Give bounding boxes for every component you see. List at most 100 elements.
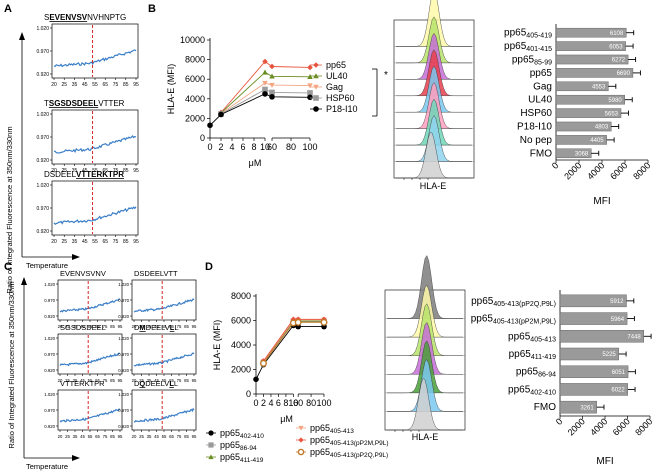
dose-x-tick-label: 4 xyxy=(229,142,234,152)
y-tick-label: 0.920 xyxy=(118,368,129,373)
panel-c-title-underlined: L xyxy=(169,379,174,388)
y-tick-label: 0.970 xyxy=(36,49,49,55)
dose-y-axis-label: HLA-E (MFI) xyxy=(212,320,222,371)
mfi-x-tick-label: 2000 xyxy=(562,160,583,181)
dose-data-point xyxy=(307,94,313,101)
mfi-category-base: pp65 xyxy=(504,41,527,52)
panel-a-title-underlined: EVENVSV xyxy=(49,13,87,22)
legend-label-base: pp65 xyxy=(220,452,240,462)
mfi-category-base: pp65 xyxy=(471,296,494,307)
panel-c-title-text: EVENVSVNV xyxy=(60,269,106,278)
mfi-x-tick-label: 4000 xyxy=(585,160,606,181)
dose-series-line xyxy=(220,82,311,114)
panel-c-plot-title: VTTERKTPR xyxy=(60,379,105,388)
x-tick-label: 95 xyxy=(192,324,197,329)
panel-a-plot-title: SEVENVSVNVHNPTG xyxy=(44,13,126,22)
legend-label: pp65405-413 xyxy=(310,423,354,435)
mfi-category-label: pp65405-413(pP2Q,P9L) xyxy=(471,296,556,308)
x-tick-label: 55 xyxy=(162,324,167,329)
x-tick-label: 35 xyxy=(73,434,78,439)
dose-data-point xyxy=(253,376,259,383)
x-tick-label: 55 xyxy=(88,378,93,383)
panel-c-title-plain: L xyxy=(174,323,178,332)
mfi-x-tick-label: 2000 xyxy=(566,416,587,437)
panel-c-x-axis-label: Temperature xyxy=(26,462,68,471)
melt-plot-frame xyxy=(51,180,139,236)
panel-letter-a: A xyxy=(4,3,12,15)
x-tick-label: 20 xyxy=(132,378,137,383)
y-tick-label: 0.970 xyxy=(44,352,55,357)
x-tick-label: 65 xyxy=(95,378,100,383)
mfi-bar-value: 5912 xyxy=(610,299,624,305)
mfi-category-subscript: 85-99 xyxy=(534,60,552,67)
x-tick-label: 75 xyxy=(103,324,108,329)
y-tick-label: 0.970 xyxy=(118,352,129,357)
mfi-d-x-axis-label: MFI xyxy=(596,456,613,467)
dose-y-tick-label: 2000 xyxy=(231,365,251,375)
mfi-category-base: pp65 xyxy=(530,68,553,79)
dose-y-axis-label: HLA-E (MFI) xyxy=(166,64,176,115)
mfi-category-label: FMO xyxy=(530,148,552,159)
y-tick-label: 1.020 xyxy=(44,282,55,287)
legend-label-subscript: 405-413 xyxy=(330,428,354,435)
x-tick-label: 35 xyxy=(73,324,78,329)
dose-x-tick-label: 60 xyxy=(267,142,277,152)
x-tick-label: 45 xyxy=(80,378,85,383)
x-tick-label: 65 xyxy=(95,324,100,329)
panel-b-flow-histograms xyxy=(393,0,475,180)
mfi-category-subscript: 402-410 xyxy=(530,389,556,396)
panel-b-mfi-bars: 0 2000 4000 6000 80006108pp65405-4196053pp65… xyxy=(504,24,652,207)
panel-c-plot-title: EVENVSVNV xyxy=(60,269,106,278)
mfi-category-base: pp65 xyxy=(508,384,531,395)
x-tick-label: 35 xyxy=(147,434,152,439)
x-tick-label: 85 xyxy=(123,168,129,174)
x-tick-label: 75 xyxy=(113,168,119,174)
x-tick-label: 85 xyxy=(110,434,115,439)
mfi-bar-value: 4553 xyxy=(592,85,606,91)
dose-y-tick-label: 10000 xyxy=(180,35,205,45)
panel-c-title-underlined: M xyxy=(139,323,145,332)
panel-c-title-plain: D xyxy=(134,323,140,332)
x-tick-label: 20 xyxy=(58,378,63,383)
mfi-category-base: pp65 xyxy=(504,28,527,39)
dose-y-tick-label: 6000 xyxy=(231,316,251,326)
x-tick-label: 85 xyxy=(123,82,129,88)
melt-curve xyxy=(59,352,121,367)
dose-x-tick-label: 2 xyxy=(218,142,223,152)
panel-c-title-plain: D xyxy=(134,379,140,388)
x-tick-label: 75 xyxy=(177,434,182,439)
x-tick-label: 55 xyxy=(162,434,167,439)
x-tick-label: 95 xyxy=(118,324,123,329)
mfi-bar-value: 5980 xyxy=(608,98,622,104)
x-tick-label: 55 xyxy=(92,239,98,245)
x-tick-label: 35 xyxy=(73,378,78,383)
flow-b-histogram xyxy=(396,132,472,179)
legend-label-subscript: 405-413(pP2Q,P9L) xyxy=(330,452,388,459)
legend-label: pp65402-410 xyxy=(220,428,264,440)
melt-plot-frame xyxy=(51,23,139,79)
mfi-b-x-axis-label: MFI xyxy=(593,196,610,207)
dose-x-tick-label: 8 xyxy=(283,398,288,408)
x-tick-label: 75 xyxy=(113,82,119,88)
flow-d-histogram xyxy=(387,377,463,431)
melt-curve xyxy=(53,49,137,68)
legend-label-base: pp65 xyxy=(310,435,330,445)
dose-data-point xyxy=(262,69,268,75)
dose-data-point xyxy=(307,83,313,89)
mfi-bar-value: 3068 xyxy=(575,152,589,158)
mfi-bar-value: 4803 xyxy=(595,125,609,131)
x-tick-label: 35 xyxy=(147,324,152,329)
x-tick-label: 25 xyxy=(61,239,67,245)
panel-b-flow-xlabel: HLA-E xyxy=(420,181,447,191)
x-tick-label: 45 xyxy=(82,82,88,88)
mfi-category-label: pp6585-99 xyxy=(512,55,552,67)
x-tick-label: 45 xyxy=(82,239,88,245)
y-tick-label: 1.020 xyxy=(36,183,49,189)
x-tick-label: 65 xyxy=(102,239,108,245)
mfi-category-base: FMO xyxy=(534,402,556,413)
mfi-category-label: pp65405-419 xyxy=(504,28,552,40)
legend-label-subscript: 411-419 xyxy=(240,457,264,464)
